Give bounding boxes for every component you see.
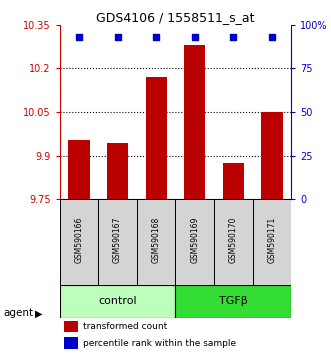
Bar xyxy=(60,199,98,285)
Point xyxy=(192,34,197,40)
Point xyxy=(231,34,236,40)
Bar xyxy=(60,285,175,318)
Text: GSM590169: GSM590169 xyxy=(190,217,199,263)
Text: TGFβ: TGFβ xyxy=(219,296,248,306)
Bar xyxy=(107,143,128,199)
Text: GSM590167: GSM590167 xyxy=(113,217,122,263)
Bar xyxy=(253,199,291,285)
Bar xyxy=(68,139,89,199)
Text: transformed count: transformed count xyxy=(83,322,167,331)
Text: GSM590166: GSM590166 xyxy=(74,217,83,263)
Text: control: control xyxy=(98,296,137,306)
Bar xyxy=(175,285,291,318)
Point xyxy=(154,34,159,40)
Text: agent: agent xyxy=(3,308,33,318)
Bar xyxy=(98,199,137,285)
Bar xyxy=(184,45,205,199)
Text: ▶: ▶ xyxy=(35,308,42,318)
Title: GDS4106 / 1558511_s_at: GDS4106 / 1558511_s_at xyxy=(96,11,255,24)
Point xyxy=(115,34,120,40)
Bar xyxy=(261,112,283,199)
Point xyxy=(76,34,81,40)
Text: GSM590171: GSM590171 xyxy=(267,217,276,263)
Bar xyxy=(64,321,78,332)
Bar xyxy=(64,337,78,349)
Text: percentile rank within the sample: percentile rank within the sample xyxy=(83,339,236,348)
Bar xyxy=(223,163,244,199)
Bar xyxy=(175,199,214,285)
Bar xyxy=(137,199,175,285)
Text: GSM590168: GSM590168 xyxy=(152,217,161,263)
Text: GSM590170: GSM590170 xyxy=(229,217,238,263)
Point xyxy=(269,34,275,40)
Bar xyxy=(146,77,167,199)
Bar xyxy=(214,199,253,285)
